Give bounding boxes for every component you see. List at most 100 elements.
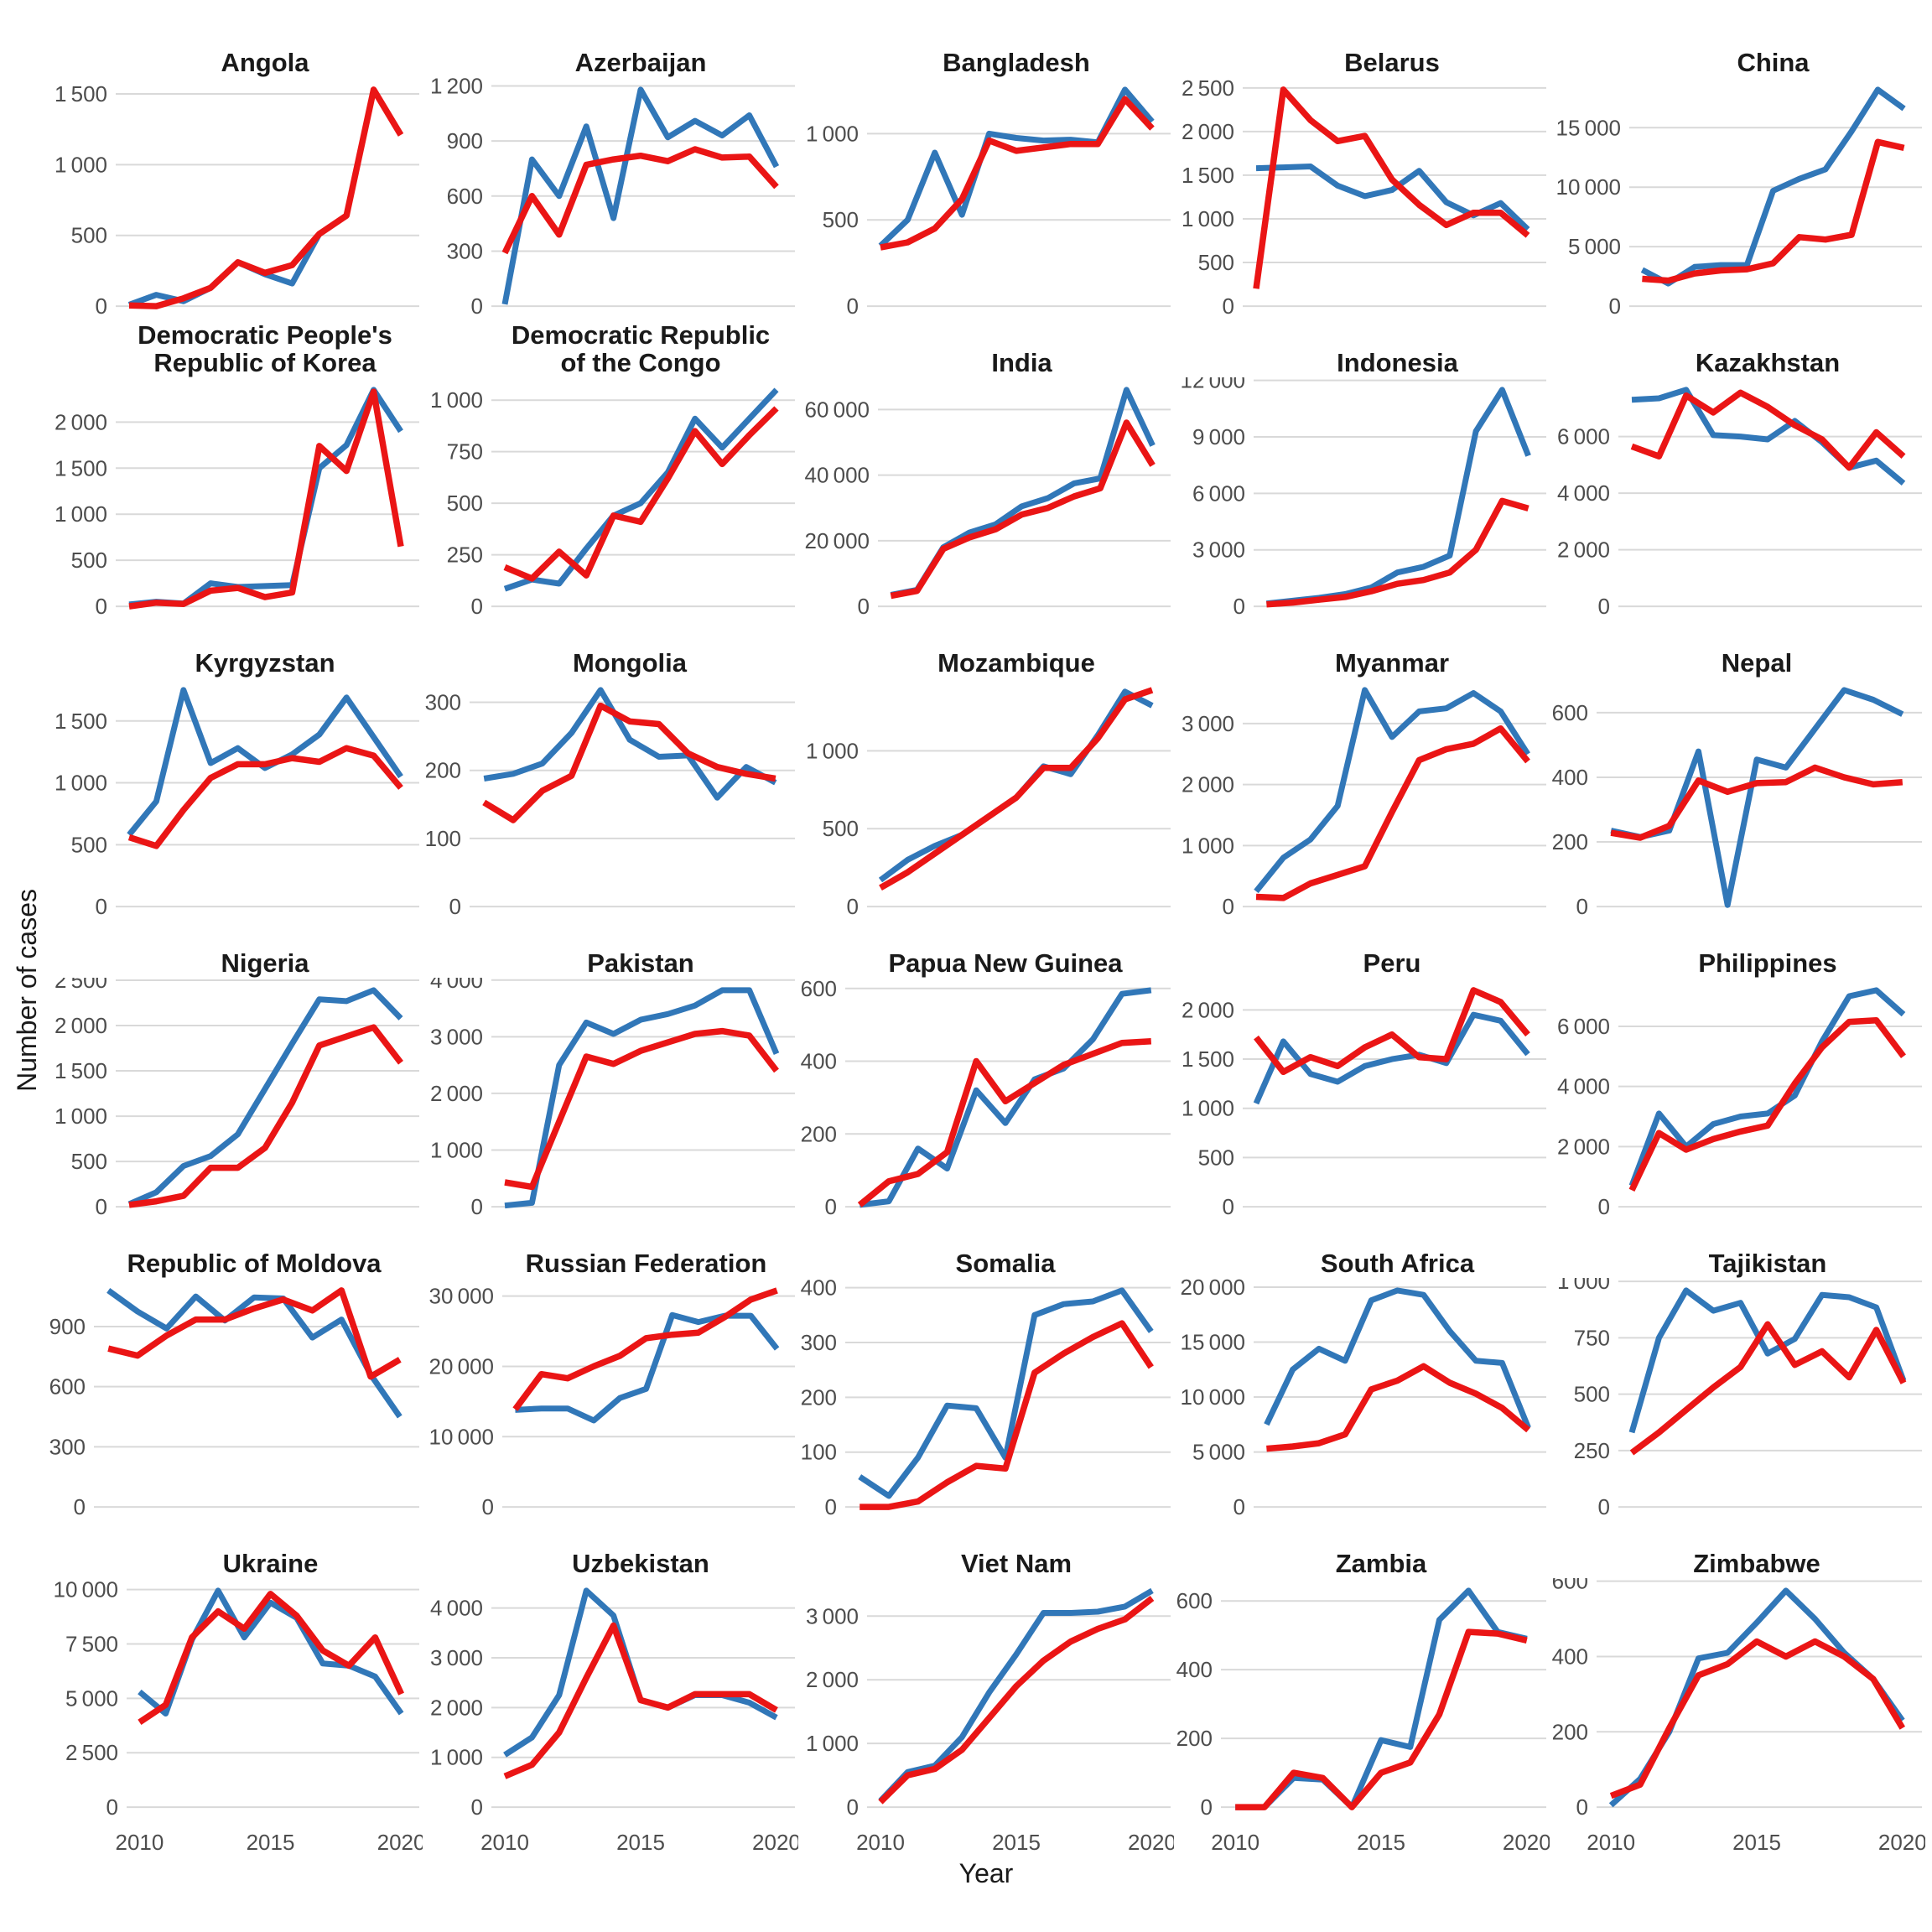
y-tick-label: 30 000 xyxy=(428,1284,494,1309)
series-blue-line xyxy=(878,86,1155,248)
facet-plot: 0 500 1 000 1 500 2 000 2 500 xyxy=(55,978,419,1219)
series-blue-line xyxy=(859,987,1152,1208)
y-tick-label: 10 000 xyxy=(1555,174,1621,200)
y-tick-label: 300 xyxy=(425,690,461,715)
facet-plot: 0 3 000 6 000 9 000 12 000 xyxy=(1180,377,1546,619)
facet-panel: Philippines 0 2 000 4 000 6 000 xyxy=(1550,919,1925,1219)
y-tick-label: 0 xyxy=(96,1194,107,1219)
facet-title: Belarus xyxy=(1344,48,1440,78)
facet-panel: Republic of Moldova 0 300 600 900 xyxy=(47,1219,423,1519)
facet-title: Indonesia xyxy=(1337,348,1458,378)
facet-plot: 0 5 000 10 000 15 000 20 000 xyxy=(1180,1278,1546,1519)
facet-title: Myanmar xyxy=(1334,648,1450,678)
y-tick-label: 3 000 xyxy=(1192,538,1245,563)
facet-plot: 0 20 000 40 000 60 000 xyxy=(804,387,1171,619)
series-red-line xyxy=(503,406,779,582)
y-tick-label: 0 xyxy=(1576,894,1588,919)
y-tick-label: 200 xyxy=(801,1121,837,1146)
facet-title: Tajikistan xyxy=(1708,1249,1827,1279)
series-blue-line xyxy=(504,987,780,1209)
y-tick-label: 300 xyxy=(447,238,483,263)
facet-panel: Nigeria 0 500 1 000 1 500 2 000 2 500 xyxy=(47,919,423,1219)
y-tick-label: 3 000 xyxy=(430,1024,483,1049)
y-tick-label: 400 xyxy=(801,1049,837,1074)
facet-title: China xyxy=(1737,48,1810,78)
y-tick-label: 600 xyxy=(1552,700,1588,725)
y-tick-label: 2 000 xyxy=(430,1081,483,1106)
y-tick-label: 0 xyxy=(1233,1494,1245,1519)
facet-panel: Belarus 0 500 1 000 1 500 2 000 2 500 xyxy=(1174,18,1550,319)
y-tick-label: 1 500 xyxy=(55,709,107,734)
y-tick-label: 900 xyxy=(49,1314,86,1339)
x-tick-label: 2015 xyxy=(992,1830,1041,1855)
x-tick-label: 2015 xyxy=(1357,1830,1405,1855)
y-tick-label: 2 000 xyxy=(55,1013,107,1038)
series-blue-line xyxy=(106,1288,402,1419)
series-red-line xyxy=(1628,1017,1906,1192)
series-red-line xyxy=(1266,497,1530,608)
y-tick-label: 0 xyxy=(482,1494,494,1519)
y-tick-label: 0 xyxy=(825,1194,837,1219)
y-tick-label: 600 xyxy=(49,1374,86,1400)
y-tick-label: 0 xyxy=(1598,1494,1610,1519)
y-tick-label: 10 000 xyxy=(53,1578,118,1602)
series-red-line xyxy=(127,745,403,849)
y-tick-label: 750 xyxy=(1574,1325,1610,1350)
y-tick-label: 1 000 xyxy=(1557,1278,1610,1294)
facet-plot: 0 500 1 000 xyxy=(806,86,1171,319)
series-blue-line xyxy=(1266,387,1531,607)
y-tick-label: 6 000 xyxy=(1557,1014,1610,1039)
facet-title: Uzbekistan xyxy=(572,1549,709,1579)
facet-title: Democratic People's Republic of Korea xyxy=(138,320,392,378)
facet-panel: Peru 0 500 1 000 1 500 2 000 xyxy=(1174,919,1550,1219)
series-red-line xyxy=(1253,86,1530,289)
y-tick-label: 1 000 xyxy=(430,1745,483,1770)
facet-title: Somalia xyxy=(955,1249,1056,1279)
y-tick-label: 0 xyxy=(96,594,107,619)
y-tick-label: 1 000 xyxy=(806,738,859,763)
facet-plot: 0 500 1 000 1 500 2 000 2 500 xyxy=(1182,77,1546,319)
y-tick-label: 1 500 xyxy=(55,1058,107,1083)
chart-grid: Angola 0 500 1 000 1 500 Azerbaijan 0 300 600 900… xyxy=(47,18,1925,1867)
y-tick-label: 100 xyxy=(801,1440,837,1465)
x-tick-label: 2010 xyxy=(1211,1830,1259,1855)
series-red-line xyxy=(879,687,1154,891)
y-tick-label: 1 500 xyxy=(55,455,107,480)
facet-panel: Uzbekistan 0 1 000 2 000 3 000 4 000 2010 2015 2… xyxy=(423,1519,798,1867)
y-tick-label: 200 xyxy=(1552,1719,1588,1744)
series-blue-line xyxy=(1628,987,1906,1187)
y-tick-label: 0 xyxy=(471,1794,483,1820)
facet-plot: 0 200 400 600 2010 2015 2020 xyxy=(1552,1578,1925,1855)
facet-title: Peru xyxy=(1363,948,1421,979)
y-tick-label: 1 000 xyxy=(55,501,107,527)
x-tick-label: 2015 xyxy=(616,1830,665,1855)
y-tick-label: 15 000 xyxy=(1180,1330,1245,1355)
facet-title: Nepal xyxy=(1721,648,1793,678)
series-blue-line xyxy=(503,387,779,592)
y-tick-label: 6 000 xyxy=(1557,424,1610,449)
y-tick-label: 600 xyxy=(1552,1578,1588,1594)
facet-plot: 0 1 000 2 000 3 000 4 000 2010 2015 2020 xyxy=(430,1587,798,1855)
series-red-line xyxy=(1642,138,1905,284)
y-tick-label: 0 xyxy=(1609,293,1621,319)
facet-title: Russian Federation xyxy=(525,1249,767,1279)
series-red-line xyxy=(878,1596,1155,1805)
facet-panel: China 0 5 000 10 000 15 000 xyxy=(1550,18,1925,319)
facet-panel: Mozambique 0 500 1 000 xyxy=(798,619,1174,919)
series-red-line xyxy=(501,146,779,255)
y-tick-label: 0 xyxy=(847,1794,859,1820)
facet-title: Democratic Republic of the Congo xyxy=(511,320,771,378)
y-tick-label: 1 000 xyxy=(55,152,107,177)
y-tick-label: 12 000 xyxy=(1180,377,1245,393)
series-red-line xyxy=(1266,1363,1531,1452)
y-tick-label: 0 xyxy=(1598,1194,1610,1219)
series-red-line xyxy=(1610,764,1903,841)
series-blue-line xyxy=(515,1311,780,1424)
series-blue-line xyxy=(1608,1587,1905,1808)
y-tick-label: 200 xyxy=(1176,1726,1213,1751)
facet-title: South Africa xyxy=(1320,1249,1475,1279)
y-tick-label: 500 xyxy=(71,548,107,573)
y-tick-label: 20 000 xyxy=(428,1353,494,1379)
facet-title: Pakistan xyxy=(587,948,694,979)
y-tick-label: 500 xyxy=(447,491,483,516)
